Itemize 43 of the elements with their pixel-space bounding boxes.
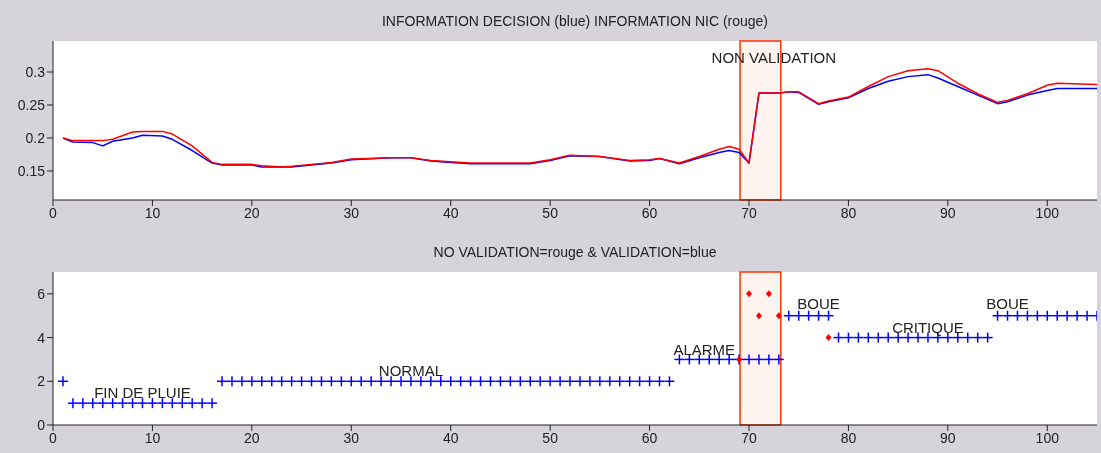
point	[765, 290, 772, 298]
point	[755, 312, 762, 320]
y-tick-label: 6	[37, 285, 46, 302]
annotation: CRITIQUE	[892, 319, 964, 337]
x-tick-label: 0	[49, 429, 58, 446]
y-tick-label: 0.25	[17, 96, 46, 113]
x-tick-label: 100	[1035, 429, 1060, 446]
point	[775, 312, 782, 320]
y-tick-label: 0.3	[25, 63, 46, 80]
annotation: NORMAL	[378, 361, 444, 379]
x-tick-label: 100	[1035, 204, 1060, 221]
point	[825, 334, 832, 342]
x-tick-label: 30	[343, 429, 360, 446]
x-tick-label: 0	[49, 204, 58, 221]
x-tick-label: 50	[542, 429, 559, 446]
x-tick-label: 20	[244, 429, 260, 446]
x-tick-label: 80	[840, 204, 857, 221]
annotation: ALARME	[673, 340, 736, 358]
x-tick-label: 40	[442, 429, 459, 446]
y-tick-label: 2	[37, 373, 46, 390]
x-tick-label: 50	[542, 204, 559, 221]
point	[746, 290, 752, 298]
chart-title: INFORMATION DECISION (blue) INFORMATION NIC (rouge)	[380, 13, 770, 29]
x-tick-label: 90	[940, 429, 956, 446]
y-tick-label: 0.15	[17, 162, 46, 179]
x-tick-label: 30	[343, 204, 360, 221]
y-tick-label: 0.2	[25, 129, 46, 146]
x-tick-label: 10	[144, 204, 161, 221]
x-tick-label: 60	[641, 204, 658, 221]
x-tick-label: 60	[641, 429, 658, 446]
y-tick-label: 0	[37, 416, 46, 433]
annotation: FIN DE PLUIE	[94, 383, 191, 401]
x-tick-label: 20	[244, 204, 260, 221]
x-tick-label: 10	[144, 429, 161, 446]
x-tick-label: 70	[741, 204, 757, 221]
y-tick-label: 4	[37, 329, 46, 346]
annotation: BOUE	[986, 295, 1029, 313]
x-tick-label: 90	[940, 204, 956, 221]
x-tick-label: 40	[442, 204, 459, 221]
x-tick-label: 70	[741, 429, 757, 446]
chart-title: NO VALIDATION=rouge & VALIDATION=blue	[432, 244, 718, 260]
x-tick-label: 80	[840, 429, 857, 446]
annotation: BOUE	[797, 295, 840, 313]
